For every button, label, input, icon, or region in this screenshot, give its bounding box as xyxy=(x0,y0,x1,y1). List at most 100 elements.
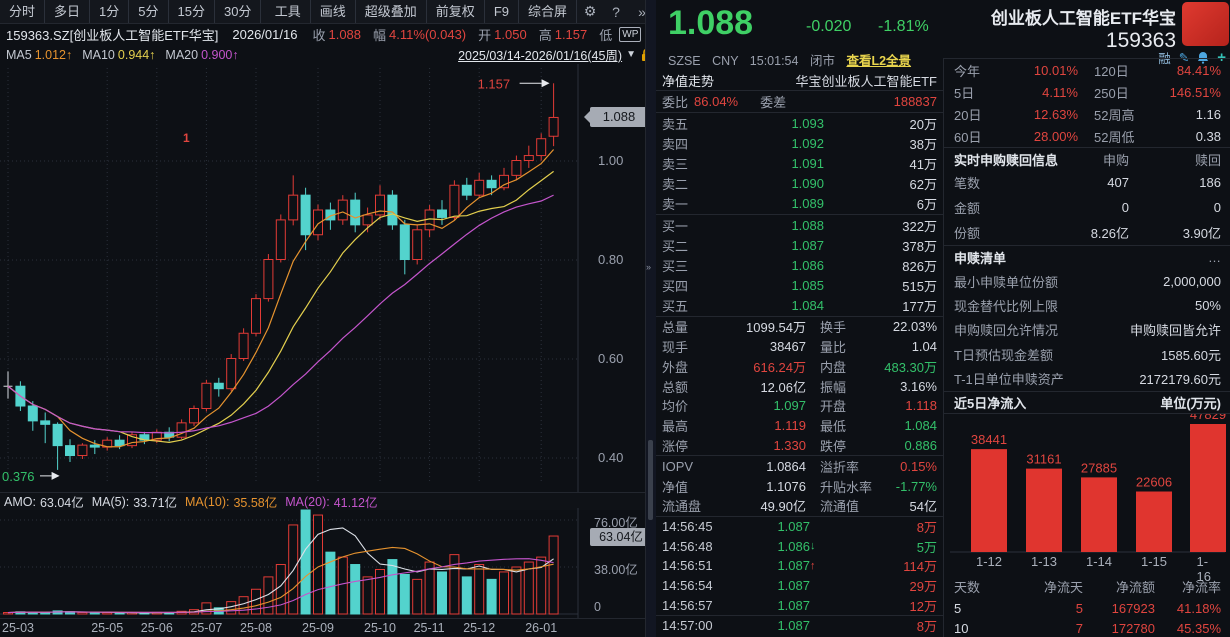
tick-time: 14:57:00 xyxy=(662,618,713,634)
chg-label: 幅 xyxy=(373,28,387,43)
stat-label: 总额 xyxy=(662,379,689,395)
expand-chevron-icon[interactable]: » xyxy=(646,262,652,272)
bid-levels: 买一 1.088 322万 买二 1.087 378万 买三 1.086 826万 买四 1.085… xyxy=(656,215,943,316)
ask-row[interactable]: 卖三 1.091 41万 xyxy=(656,153,943,173)
stat-value: 616.24万 xyxy=(753,359,806,375)
quote-time: 15:01:54 xyxy=(749,54,799,68)
svg-text:22606: 22606 xyxy=(1136,475,1172,490)
date-range-selector[interactable]: 2025/03/14-2026/01/16(45周) xyxy=(458,49,623,63)
tool-item-6[interactable]: 工具 xyxy=(266,0,311,23)
subscribe-label: 笔数 xyxy=(954,176,981,191)
tool-item-4[interactable]: 超级叠加 xyxy=(356,0,427,23)
x-axis-label: 25-12 xyxy=(463,621,496,635)
scrollbar-thumb[interactable] xyxy=(648,440,653,520)
level-volume: 41万 xyxy=(909,156,937,172)
level-price: 1.084 xyxy=(791,298,824,314)
tab-period-1[interactable]: 分时 xyxy=(0,0,46,23)
perf-value: 10.01% xyxy=(1033,62,1078,78)
gear-icon[interactable]: ⚙ xyxy=(583,3,597,19)
bid-row[interactable]: 买一 1.088 322万 xyxy=(656,215,943,235)
tick-row: 14:56:57 1.087 12万 xyxy=(656,595,943,615)
tab-period-3[interactable]: 1分 xyxy=(90,0,130,23)
tool-item-3[interactable]: 前复权 xyxy=(427,0,485,23)
perf-label: 52周高 xyxy=(1094,107,1135,123)
help-icon[interactable]: ? xyxy=(612,3,620,20)
inflow-x-label: 1-13 xyxy=(1030,554,1058,570)
tick-row: 14:56:48 1.086 ↓ 5万 xyxy=(656,536,943,556)
tick-price: 1.086 xyxy=(777,538,810,554)
level-volume: 20万 xyxy=(909,116,937,132)
tab-period-5[interactable]: 15分 xyxy=(169,0,215,23)
inflow-title: 近5日净流入 xyxy=(954,396,1027,412)
level-price: 1.086 xyxy=(791,257,824,273)
stat-label: 流通盘 xyxy=(662,499,702,515)
inflow-x-label: 1-14 xyxy=(1085,554,1113,570)
caret-down-icon[interactable]: ▼ xyxy=(626,49,636,60)
x-axis-label: 25-05 xyxy=(91,621,124,635)
open-label: 开 xyxy=(478,28,492,43)
price-change-pct: -1.81% xyxy=(878,18,929,35)
tab-period-2[interactable]: 多日 xyxy=(45,0,91,23)
stat-value: 1.119 xyxy=(774,418,806,434)
bid-row[interactable]: 买二 1.087 378万 xyxy=(656,235,943,255)
bid-row[interactable]: 买四 1.085 515万 xyxy=(656,276,943,296)
flow-net-rate: 41.18% xyxy=(1176,600,1221,616)
stat-value: 1.118 xyxy=(905,398,937,414)
stat-label: 最低 xyxy=(820,419,847,435)
stat-row: 总额 12.06亿 振幅 3.16% xyxy=(656,376,943,396)
ask-row[interactable]: 卖五 1.093 20万 xyxy=(656,113,943,133)
x-axis-labels: 25-03 25-05 25-06 25-07 25-08 25-09 25-10 25-11… xyxy=(0,618,655,637)
redeem-value: 申购赎回皆允许 xyxy=(1129,323,1221,339)
svg-text:38441: 38441 xyxy=(971,433,1007,448)
ask-levels: 卖五 1.093 20万 卖四 1.092 38万 卖三 1.091 41万 卖二 1.090 62万… xyxy=(656,113,943,214)
stat-label: 净值 xyxy=(662,479,689,495)
add-watchlist-icon[interactable]: + xyxy=(1217,49,1226,66)
tick-direction-arrow: ↑ xyxy=(810,559,816,572)
candlestick-chart[interactable]: 1.157 0.376 1 1.00 0.80 0.60 0.40 1.088 xyxy=(0,64,655,492)
stat-label: 换手 xyxy=(820,320,847,336)
ask-row[interactable]: 卖四 1.092 38万 xyxy=(656,133,943,153)
flow-days: 5 xyxy=(954,600,962,616)
volume-chart[interactable]: 76.00亿 38.00亿 0 63.04亿 xyxy=(0,508,655,618)
tab-period-4[interactable]: 5分 xyxy=(129,0,169,23)
subscribe-label: 份额 xyxy=(954,226,981,241)
margin-rong-icon[interactable]: 融 xyxy=(1158,52,1171,66)
perf-row: 20日 12.63% 52周高 1.16 xyxy=(944,103,1230,125)
tool-item-5[interactable]: 画线 xyxy=(311,0,356,23)
stat-row: 均价 1.097 开盘 1.118 xyxy=(656,396,943,416)
perf-label: 5日 xyxy=(954,85,975,101)
stat-label: 跌停 xyxy=(820,439,847,455)
level-volume: 515万 xyxy=(902,279,937,295)
ellipsis-icon[interactable]: … xyxy=(1208,250,1221,265)
tool-item-1[interactable]: 综合屏 xyxy=(519,0,577,23)
wp-badge-icon[interactable]: WP xyxy=(619,27,642,42)
more-chevron-icon[interactable]: » xyxy=(638,3,646,20)
stat-label: 量比 xyxy=(820,340,847,356)
ask-row[interactable]: 卖一 1.089 6万 xyxy=(656,194,943,214)
perf-value: 12.63% xyxy=(1033,106,1078,122)
subscribe-value: 0 xyxy=(1121,200,1129,215)
stat-value: 49.90亿 xyxy=(760,499,806,515)
stat-row: 净值 1.1076 升贴水率 -1.77% xyxy=(656,476,943,496)
tab-fund-name[interactable]: 华宝创业板人工智能ETF xyxy=(795,73,937,89)
tab-nav-trend[interactable]: 净值走势 xyxy=(662,73,715,89)
price-change: -0.020 xyxy=(806,18,852,35)
tool-item-2[interactable]: F9 xyxy=(485,0,519,23)
tab-period-6[interactable]: 30分 xyxy=(215,0,262,23)
symbol-name[interactable]: 159363.SZ[创业板人工智能ETF华宝] xyxy=(6,28,219,43)
fund-logo xyxy=(1182,2,1229,46)
bid-row[interactable]: 买五 1.084 177万 xyxy=(656,296,943,316)
inflow-x-label: 1-12 xyxy=(975,554,1003,570)
bid-row[interactable]: 买三 1.086 826万 xyxy=(656,255,943,275)
flow-col-header: 净流率 xyxy=(1181,579,1221,595)
x-axis-label: 25-10 xyxy=(364,621,396,635)
flow-col-header: 天数 xyxy=(954,579,981,595)
ask-row[interactable]: 卖二 1.090 62万 xyxy=(656,174,943,194)
l2-link[interactable]: 查看L2全景 xyxy=(846,54,912,68)
x-axis-label: 26-01 xyxy=(525,621,558,635)
stat-row: 总量 1099.54万 换手 22.03% xyxy=(656,317,943,337)
level-label: 买一 xyxy=(662,218,689,234)
weibi-label: 委比 xyxy=(662,95,689,110)
subscribe-value: 407 xyxy=(1107,175,1129,190)
level-price: 1.087 xyxy=(791,237,824,253)
